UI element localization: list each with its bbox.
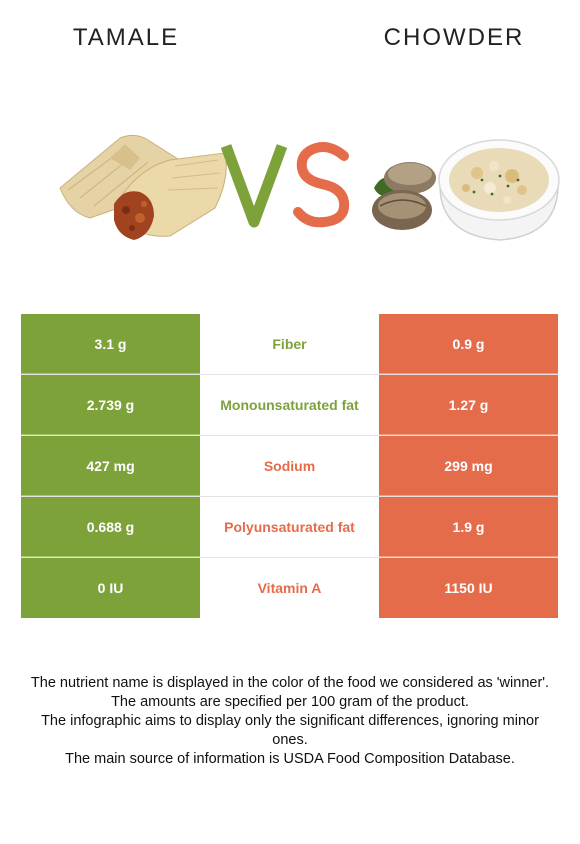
left-value: 0.688 g (21, 497, 200, 557)
v-letter (220, 144, 288, 228)
left-value: 2.739 g (21, 375, 200, 435)
chowder-image (372, 139, 560, 241)
table-row: 0 IU Vitamin A 1150 IU (21, 558, 558, 618)
left-value: 0 IU (21, 558, 200, 618)
s-letter (293, 142, 350, 228)
vs-label (220, 140, 360, 230)
nutrient-name: Sodium (200, 436, 379, 496)
table-row: 0.688 g Polyunsaturated fat 1.9 g (21, 497, 558, 558)
comparison-table: 3.1 g Fiber 0.9 g 2.739 g Monounsaturate… (21, 314, 558, 618)
footnote-line: The main source of information is USDA F… (65, 751, 515, 767)
footnote: The nutrient name is displayed in the co… (22, 674, 558, 769)
left-value: 427 mg (21, 436, 200, 496)
right-value: 1.9 g (379, 497, 558, 557)
tamale-image (59, 134, 227, 240)
nutrient-name: Monounsaturated fat (200, 375, 379, 435)
footnote-line: The amounts are specified per 100 gram o… (111, 694, 469, 710)
right-value: 1.27 g (379, 375, 558, 435)
table-row: 2.739 g Monounsaturated fat 1.27 g (21, 375, 558, 436)
footnote-line: The infographic aims to display only the… (41, 713, 539, 748)
nutrient-name: Vitamin A (200, 558, 379, 618)
table-row: 3.1 g Fiber 0.9 g (21, 314, 558, 375)
right-value: 1150 IU (379, 558, 558, 618)
left-value: 3.1 g (21, 314, 200, 374)
left-food-title: TAMALE (72, 24, 180, 51)
right-food-title: CHOWDER (383, 24, 525, 51)
right-value: 299 mg (379, 436, 558, 496)
table-row: 427 mg Sodium 299 mg (21, 436, 558, 497)
nutrient-name: Polyunsaturated fat (200, 497, 379, 557)
footnote-line: The nutrient name is displayed in the co… (30, 675, 550, 691)
nutrient-name: Fiber (200, 314, 379, 374)
right-value: 0.9 g (379, 314, 558, 374)
